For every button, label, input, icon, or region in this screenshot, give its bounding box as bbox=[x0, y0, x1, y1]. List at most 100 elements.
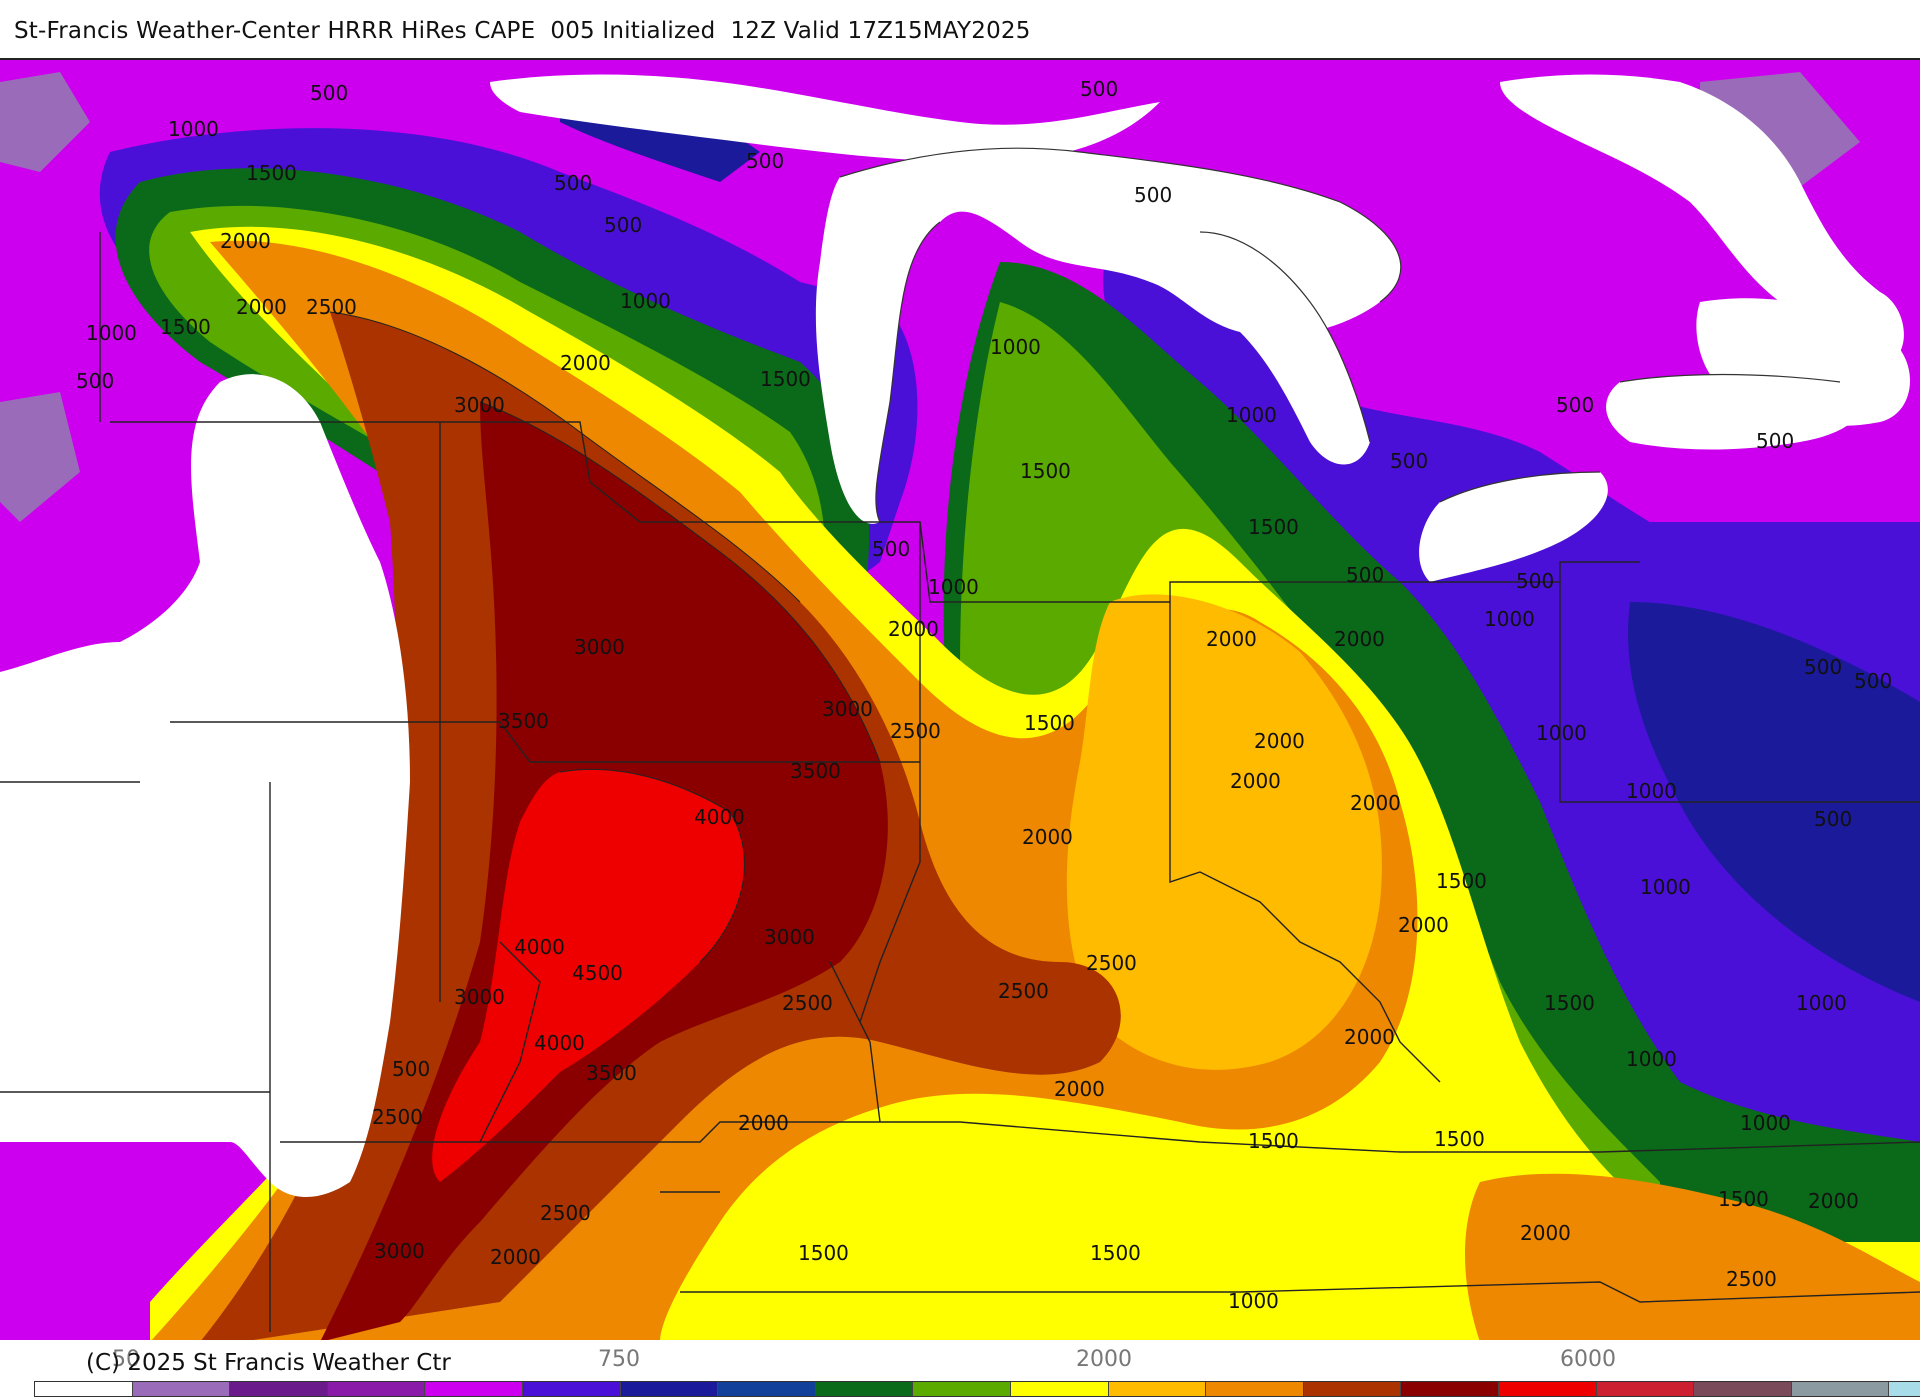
colorbar-tick-label: 2000 bbox=[1076, 1347, 1132, 1372]
contour-label: 2000 bbox=[1808, 1189, 1859, 1213]
contour-label: 500 bbox=[76, 369, 114, 393]
map-title: St-Francis Weather-Center HRRR HiRes CAP… bbox=[14, 18, 1031, 44]
contour-label: 2000 bbox=[888, 617, 939, 641]
contour-label: 4000 bbox=[534, 1031, 585, 1055]
cape-field-red bbox=[432, 769, 745, 1182]
cape-map: 500 1000 1500 2000 2000 2500 1000 1500 5… bbox=[0, 58, 1920, 1344]
contour-label: 2500 bbox=[540, 1201, 591, 1225]
contour-label: 1500 bbox=[160, 315, 211, 339]
state-boundaries bbox=[0, 232, 1920, 1332]
contour-label: 2000 bbox=[236, 295, 287, 319]
contour-label: 2500 bbox=[998, 979, 1049, 1003]
contour-label: 2000 bbox=[560, 351, 611, 375]
colorbar-tick-label: 750 bbox=[598, 1347, 640, 1372]
contour-label: 500 bbox=[310, 81, 348, 105]
contour-label: 500 bbox=[1804, 655, 1842, 679]
contour-label: 2000 bbox=[1206, 627, 1257, 651]
contour-label: 1000 bbox=[1228, 1289, 1279, 1313]
lake-erie bbox=[1419, 472, 1608, 582]
contour-label: 500 bbox=[1854, 669, 1892, 693]
colorbar-swatch bbox=[230, 1382, 328, 1396]
contour-label: 3500 bbox=[790, 759, 841, 783]
colorbar-swatch bbox=[718, 1382, 816, 1396]
contour-label: 3500 bbox=[586, 1061, 637, 1085]
contour-label: 500 bbox=[1756, 429, 1794, 453]
contour-label: 2500 bbox=[372, 1105, 423, 1129]
lake-superior-north bbox=[490, 74, 1160, 162]
contour-label: 2000 bbox=[1398, 913, 1449, 937]
contour-label: 500 bbox=[1556, 393, 1594, 417]
cape-field-lilac bbox=[0, 72, 90, 172]
cape-field-blue bbox=[1103, 231, 1920, 1152]
northeast-clear bbox=[1696, 298, 1910, 426]
contour-label: 500 bbox=[1390, 449, 1428, 473]
contour-label: 2500 bbox=[1726, 1267, 1777, 1291]
colorbar-swatch bbox=[1206, 1382, 1304, 1396]
contour-label: 2000 bbox=[1054, 1077, 1105, 1101]
contour-label: 4500 bbox=[572, 961, 623, 985]
contour-label: 500 bbox=[1134, 183, 1172, 207]
contour-label: 1500 bbox=[1718, 1187, 1769, 1211]
contour-label: 3000 bbox=[374, 1239, 425, 1263]
colorbar-swatch bbox=[1498, 1382, 1597, 1396]
colorbar-swatch bbox=[1401, 1382, 1499, 1396]
contour-label: 2000 bbox=[1022, 825, 1073, 849]
contour-label: 3000 bbox=[822, 697, 873, 721]
contour-label: 1000 bbox=[928, 575, 979, 599]
contour-label: 2000 bbox=[1254, 729, 1305, 753]
contour-label: 1500 bbox=[1434, 1127, 1485, 1151]
contour-label: 3000 bbox=[574, 635, 625, 659]
lake-michigan-superior bbox=[815, 148, 1401, 524]
contour-label: 1500 bbox=[1090, 1241, 1141, 1265]
contour-label: 1000 bbox=[1484, 607, 1535, 631]
contour-label: 1000 bbox=[1626, 1047, 1677, 1071]
colorbar-swatch bbox=[1108, 1382, 1207, 1396]
contour-label: 500 bbox=[1346, 563, 1384, 587]
colorbar-tick-label: 6000 bbox=[1560, 1347, 1616, 1372]
contour-label: 4000 bbox=[514, 935, 565, 959]
colorbar-swatch bbox=[425, 1382, 523, 1396]
contour-label: 2000 bbox=[1350, 791, 1401, 815]
northeast-clear bbox=[1500, 74, 1904, 352]
colorbar-swatch bbox=[522, 1382, 621, 1396]
contour-label: 1000 bbox=[1626, 779, 1677, 803]
lake-huron bbox=[1197, 232, 1370, 465]
contour-label: 3000 bbox=[764, 925, 815, 949]
colorbar-swatch bbox=[1010, 1382, 1109, 1396]
colorbar-swatch bbox=[815, 1382, 914, 1396]
contour-label: 1500 bbox=[1544, 991, 1595, 1015]
colorbar-swatch bbox=[1694, 1382, 1792, 1396]
contour-label: 1000 bbox=[168, 117, 219, 141]
contour-label: 1000 bbox=[1536, 721, 1587, 745]
contour-label: 1500 bbox=[760, 367, 811, 391]
contour-label: 3000 bbox=[454, 393, 505, 417]
shorelines bbox=[839, 147, 1841, 523]
contour-label: 2000 bbox=[1230, 769, 1281, 793]
colorbar-swatch bbox=[913, 1382, 1011, 1396]
contour-label: 500 bbox=[392, 1057, 430, 1081]
colorbar-swatch bbox=[1596, 1382, 1695, 1396]
contour-label: 2500 bbox=[890, 719, 941, 743]
contour-label: 1500 bbox=[1436, 869, 1487, 893]
contour-label: 500 bbox=[872, 537, 910, 561]
contour-label: 1500 bbox=[1020, 459, 1071, 483]
contour-label: 500 bbox=[1814, 807, 1852, 831]
colorbar-legend bbox=[34, 1381, 1920, 1397]
contour-label: 2000 bbox=[1344, 1025, 1395, 1049]
copyright-text: (C) 2025 St Francis Weather Ctr bbox=[86, 1350, 451, 1376]
contour-label: 1000 bbox=[1796, 991, 1847, 1015]
contour-label: 1500 bbox=[798, 1241, 849, 1265]
colorbar-swatch bbox=[620, 1382, 719, 1396]
cape-field-orange-se bbox=[1465, 1173, 1920, 1342]
colorbar-swatch bbox=[327, 1382, 426, 1396]
contour-label: 2500 bbox=[306, 295, 357, 319]
cape-contours bbox=[329, 311, 881, 963]
contour-label: 1000 bbox=[1226, 403, 1277, 427]
contour-label: 2000 bbox=[490, 1245, 541, 1269]
west-dry-area bbox=[0, 374, 410, 1197]
contour-label: 500 bbox=[1080, 77, 1118, 101]
contour-label: 500 bbox=[1516, 569, 1554, 593]
contour-label: 2000 bbox=[220, 229, 271, 253]
colorbar-swatch bbox=[132, 1382, 231, 1396]
contour-label: 4000 bbox=[694, 805, 745, 829]
